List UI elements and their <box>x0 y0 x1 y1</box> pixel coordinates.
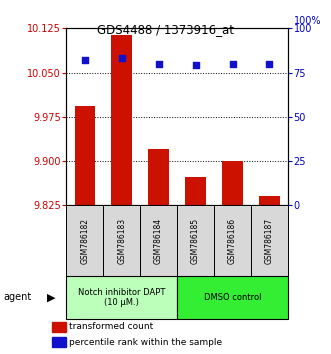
Bar <box>259 196 280 205</box>
Point <box>156 61 161 67</box>
Text: GSM786185: GSM786185 <box>191 218 200 264</box>
Point <box>267 61 272 67</box>
Bar <box>177 276 288 319</box>
Bar <box>251 205 288 276</box>
Bar <box>103 205 140 276</box>
Point <box>230 61 235 67</box>
Text: agent: agent <box>3 292 31 302</box>
Bar <box>66 276 177 319</box>
Bar <box>140 205 177 276</box>
Text: percentile rank within the sample: percentile rank within the sample <box>69 338 222 347</box>
Bar <box>185 177 206 205</box>
Text: GSM786187: GSM786187 <box>265 218 274 264</box>
Bar <box>214 205 251 276</box>
Bar <box>148 149 169 205</box>
Text: GSM786186: GSM786186 <box>228 218 237 264</box>
Text: GDS4488 / 1373916_at: GDS4488 / 1373916_at <box>97 23 234 36</box>
Bar <box>66 205 103 276</box>
Point <box>119 56 124 61</box>
Bar <box>52 322 66 332</box>
Bar <box>74 106 95 205</box>
Bar <box>222 161 243 205</box>
Text: Notch inhibitor DAPT
(10 μM.): Notch inhibitor DAPT (10 μM.) <box>78 288 165 307</box>
Text: GSM786182: GSM786182 <box>80 218 89 264</box>
Text: 100%: 100% <box>294 16 321 25</box>
Point <box>82 57 87 63</box>
Bar <box>112 35 132 205</box>
Text: transformed count: transformed count <box>69 322 154 331</box>
Text: DMSO control: DMSO control <box>204 293 261 302</box>
Bar <box>52 337 66 347</box>
Text: ▶: ▶ <box>47 292 56 302</box>
Text: GSM786183: GSM786183 <box>117 218 126 264</box>
Bar <box>177 205 214 276</box>
Point <box>193 63 198 68</box>
Text: GSM786184: GSM786184 <box>154 218 163 264</box>
